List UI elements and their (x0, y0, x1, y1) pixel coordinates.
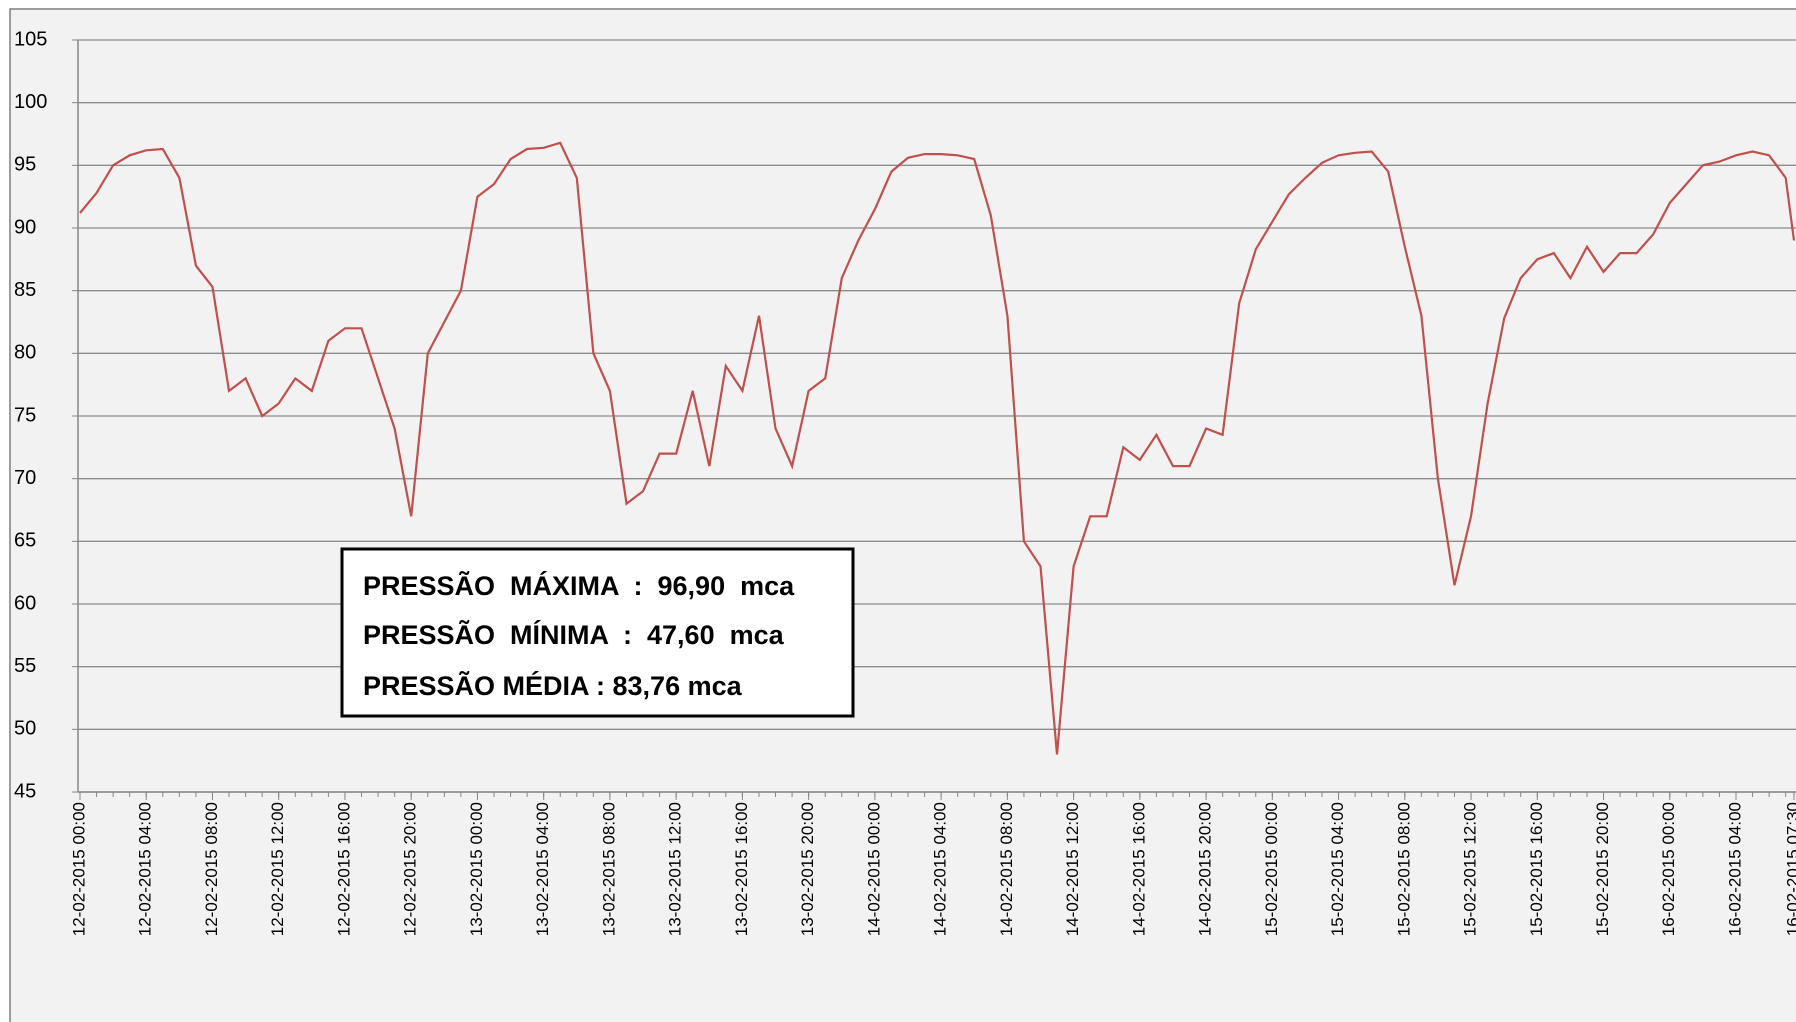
x-tick-label: 13-02-2015 20:00 (798, 802, 817, 936)
x-tick-label: 13-02-2015 04:00 (533, 802, 552, 936)
x-tick-label: 14-02-2015 16:00 (1129, 802, 1148, 936)
x-tick-label: 12-02-2015 16:00 (334, 802, 353, 936)
y-tick-label: 105 (14, 28, 47, 50)
x-tick-label: 13-02-2015 16:00 (732, 802, 751, 936)
x-tick-label: 12-02-2015 04:00 (136, 802, 155, 936)
y-tick-label: 50 (14, 718, 36, 740)
x-tick-label: 14-02-2015 00:00 (864, 802, 883, 936)
x-tick-label: 13-02-2015 12:00 (666, 802, 685, 936)
x-tick-label: 16-02-2015 00:00 (1659, 802, 1678, 936)
x-tick-label: 15-02-2015 16:00 (1527, 802, 1546, 936)
chart-area (9, 8, 1796, 1022)
y-tick-label: 90 (14, 216, 36, 238)
x-tick-label: 15-02-2015 12:00 (1461, 802, 1480, 936)
x-tick-label: 16-02-2015 04:00 (1725, 802, 1744, 936)
annotation-text: PRESSÃO MÉDIA : 83,76 mca (363, 670, 743, 701)
x-tick-label: 13-02-2015 08:00 (599, 802, 618, 936)
x-tick-label: 12-02-2015 08:00 (202, 802, 221, 936)
y-tick-label: 75 (14, 404, 36, 426)
x-tick-label: 15-02-2015 08:00 (1394, 802, 1413, 936)
y-tick-label: 55 (14, 655, 36, 677)
x-tick-label: 15-02-2015 04:00 (1328, 802, 1347, 936)
x-tick-label: 14-02-2015 08:00 (997, 802, 1016, 936)
x-tick-label: 15-02-2015 00:00 (1262, 802, 1281, 936)
y-tick-label: 95 (14, 154, 36, 176)
x-tick-label: 15-02-2015 20:00 (1593, 802, 1612, 936)
y-tick-label: 100 (14, 91, 47, 113)
x-tick-label: 14-02-2015 04:00 (931, 802, 950, 936)
x-tick-label: 12-02-2015 00:00 (69, 802, 88, 936)
x-tick-label: 12-02-2015 20:00 (401, 802, 420, 936)
x-tick-label: 14-02-2015 20:00 (1196, 802, 1215, 936)
annotation-box (340, 547, 855, 718)
annotation-text: PRESSÃO MÁXIMA : 96,90 mca (363, 570, 795, 601)
data-line (79, 141, 1796, 755)
x-tick-label: 12-02-2015 12:00 (268, 802, 287, 936)
x-tick-label: 14-02-2015 12:00 (1063, 802, 1082, 936)
y-tick-label: 70 (14, 467, 36, 489)
y-tick-label: 65 (14, 530, 36, 552)
y-tick-label: 60 (14, 592, 36, 614)
y-tick-label: 80 (14, 342, 36, 364)
x-tick-label: 13-02-2015 00:00 (467, 802, 486, 936)
annotation-text: PRESSÃO MÍNIMA : 47,60 mca (363, 619, 785, 650)
y-tick-label: 45 (14, 780, 36, 802)
y-tick-label: 85 (14, 279, 36, 301)
x-tick-label: 16-02-2015 07:30 (1783, 802, 1796, 936)
